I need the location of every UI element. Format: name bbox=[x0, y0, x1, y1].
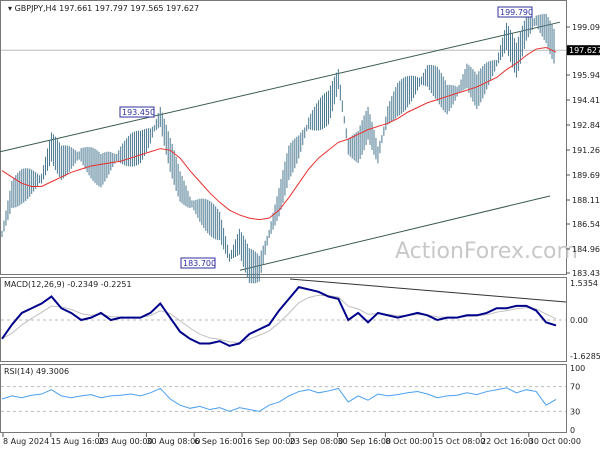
y-tick-label: 192.840 bbox=[572, 121, 600, 130]
price-annotation: 193.450 bbox=[122, 108, 155, 117]
y-tick-label: 188.115 bbox=[572, 196, 600, 205]
x-tick-label: 30 Sep 16:00 bbox=[338, 437, 391, 446]
rsi-y-label: 30 bbox=[570, 407, 580, 416]
x-tick-label: 22 Oct 16:00 bbox=[481, 437, 533, 446]
watermark: ActionForex.com bbox=[395, 239, 578, 264]
channel-upper-line bbox=[0, 21, 561, 153]
rsi-line bbox=[1, 387, 557, 412]
price-annotation-box bbox=[180, 257, 216, 269]
y-tick-label: 186.540 bbox=[572, 220, 600, 229]
macd-title: MACD(12,26,9) -0.2349 -0.2251 bbox=[4, 280, 132, 289]
x-tick-label: 30 Oct 00:00 bbox=[529, 437, 581, 446]
x-tick-label: 15 Aug 16:00 bbox=[51, 437, 105, 446]
y-tick-label: 191.265 bbox=[572, 146, 600, 155]
y-tick-label: 184.965 bbox=[572, 245, 600, 254]
y-tick-label: 183.435 bbox=[572, 269, 600, 278]
x-tick-label: 23 Sep 08:00 bbox=[290, 437, 343, 446]
y-tick-label: 199.095 bbox=[572, 23, 600, 32]
main-panel bbox=[0, 0, 567, 275]
y-tick-label: 194.415 bbox=[572, 96, 600, 105]
current-price-badge bbox=[567, 45, 600, 56]
current-price-label: 197.627 bbox=[569, 46, 600, 55]
price-annotation-box bbox=[119, 106, 155, 118]
rsi-panel bbox=[0, 364, 567, 433]
channel-lower-line bbox=[239, 195, 551, 271]
rsi-y-label: 100 bbox=[570, 364, 585, 373]
x-tick-label: 23 Aug 00:00 bbox=[99, 437, 153, 446]
x-tick-label: 8 Oct 00:00 bbox=[385, 437, 432, 446]
macd-y-label: -1.6285 bbox=[570, 352, 600, 361]
y-tick-label: 195.945 bbox=[572, 71, 600, 80]
rsi-y-label: 0 bbox=[570, 426, 575, 435]
price-annotation: 199.790 bbox=[500, 8, 533, 17]
x-tick-label: 30 Aug 08:00 bbox=[146, 437, 200, 446]
rsi-title: RSI(14) 49.3006 bbox=[4, 367, 69, 376]
price-annotation: 183.700 bbox=[183, 259, 216, 268]
x-tick-label: 8 Aug 2024 bbox=[3, 437, 49, 446]
moving-average-line bbox=[1, 46, 557, 221]
macd-line bbox=[1, 285, 557, 347]
x-tick-label: 6 Sep 16:00 bbox=[194, 437, 242, 446]
macd-y-label: 1.5354 bbox=[570, 279, 598, 288]
symbol-header: ▾ GBPJPY,H4 197.661 197.797 197.565 197.… bbox=[8, 4, 199, 13]
x-tick-label: 15 Oct 08:00 bbox=[433, 437, 485, 446]
macd-y-label: 0.00 bbox=[570, 316, 588, 325]
y-tick-label: 189.690 bbox=[572, 171, 600, 180]
rsi-y-label: 70 bbox=[570, 383, 580, 392]
macd-divergence-line bbox=[289, 278, 567, 303]
x-tick-label: 16 Sep 00:00 bbox=[242, 437, 295, 446]
price-annotation-box bbox=[497, 6, 533, 18]
